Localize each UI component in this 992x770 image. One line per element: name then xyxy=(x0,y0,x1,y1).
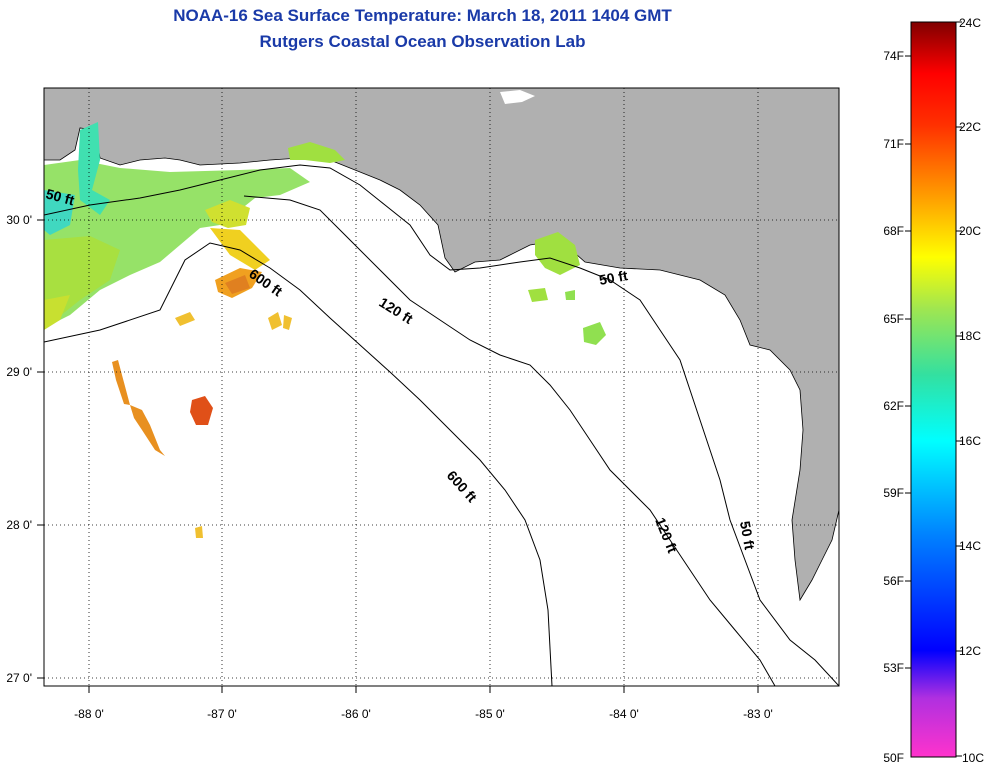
depth-contours xyxy=(44,164,839,686)
sst-data xyxy=(44,122,606,538)
lon-label-85: -85 0' xyxy=(475,707,505,721)
cbar-f-50: 50F xyxy=(883,751,904,765)
cbar-f-65: 65F xyxy=(883,312,904,326)
cbar-c-14: 14C xyxy=(959,539,981,553)
island xyxy=(500,90,535,104)
cbar-f-56: 56F xyxy=(883,574,904,588)
map-title: NOAA-16 Sea Surface Temperature: March 1… xyxy=(173,6,672,25)
cbar-c-20: 20C xyxy=(959,224,981,238)
contour-label-50ft-c: 50 ft xyxy=(737,520,758,551)
lat-label-27: 27 0' xyxy=(6,671,32,685)
cbar-f-74: 74F xyxy=(883,49,904,63)
land xyxy=(44,88,839,602)
cbar-f-59: 59F xyxy=(883,486,904,500)
lat-label-29: 29 0' xyxy=(6,365,32,379)
cbar-c-10: 10C xyxy=(962,751,984,765)
cbar-f-53: 53F xyxy=(883,661,904,675)
cbar-f-71: 71F xyxy=(883,137,904,151)
graticule xyxy=(44,88,839,686)
lat-label-30: 30 0' xyxy=(6,213,32,227)
map-frame xyxy=(43,87,840,687)
contour-label-50ft-west: 50 ft xyxy=(44,185,76,208)
lon-label-88: -88 0' xyxy=(74,707,104,721)
cbar-c-12: 12C xyxy=(959,644,981,658)
cbar-f-68: 68F xyxy=(883,224,904,238)
colorbar xyxy=(910,21,957,758)
colorbar-ticks xyxy=(905,21,962,757)
cbar-f-62: 62F xyxy=(883,399,904,413)
lat-label-28: 28 0' xyxy=(6,518,32,532)
cbar-c-22: 22C xyxy=(959,120,981,134)
cbar-c-16: 16C xyxy=(959,434,981,448)
map-subtitle: Rutgers Coastal Ocean Observation Lab xyxy=(259,32,586,51)
lon-label-84: -84 0' xyxy=(609,707,639,721)
lon-label-86: -86 0' xyxy=(341,707,371,721)
contour-label-50ft-b: 50 ft xyxy=(598,267,629,288)
tick-marks xyxy=(37,219,759,693)
lon-label-83: -83 0' xyxy=(743,707,773,721)
cbar-c-24: 24C xyxy=(959,16,981,30)
cbar-c-18: 18C xyxy=(959,329,981,343)
lon-label-87: -87 0' xyxy=(207,707,237,721)
